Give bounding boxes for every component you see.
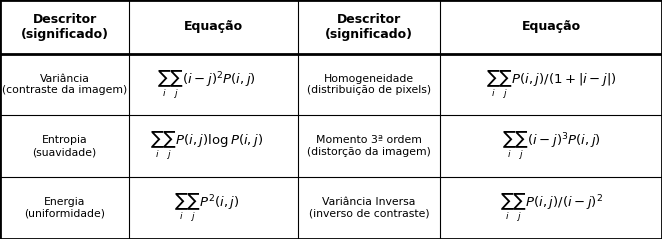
Text: Variância Inversa
(inverso de contraste): Variância Inversa (inverso de contraste) (308, 197, 430, 219)
Text: $\underset{i}{\sum}\underset{j}{\sum}(i-j)^2 P(i,j)$: $\underset{i}{\sum}\underset{j}{\sum}(i-… (158, 68, 256, 101)
Text: Momento 3ª ordem
(distorção da imagem): Momento 3ª ordem (distorção da imagem) (307, 136, 431, 157)
Text: Descritor
(significado): Descritor (significado) (21, 13, 109, 41)
Text: Homogeneidade
(distribuição de pixels): Homogeneidade (distribuição de pixels) (307, 74, 431, 95)
Text: Equação: Equação (522, 20, 581, 33)
Text: $\underset{i}{\sum}\underset{j}{\sum}(i-j)^3 P(i,j)$: $\underset{i}{\sum}\underset{j}{\sum}(i-… (502, 130, 600, 163)
Text: Entropia
(suavidade): Entropia (suavidade) (32, 136, 97, 157)
Text: Descritor
(significado): Descritor (significado) (325, 13, 413, 41)
Text: $\underset{i}{\sum}\underset{j}{\sum}P(i,j)/(i-j)^2$: $\underset{i}{\sum}\underset{j}{\sum}P(i… (500, 192, 602, 224)
Text: Equação: Equação (184, 20, 243, 33)
Text: $\underset{i}{\sum}\underset{j}{\sum}P(i,j)\log P(i,j)$: $\underset{i}{\sum}\underset{j}{\sum}P(i… (150, 130, 263, 163)
Text: Energia
(uniformidade): Energia (uniformidade) (24, 197, 105, 219)
Text: $\underset{i}{\sum}\underset{j}{\sum}P(i,j)/(1+|i-j|)$: $\underset{i}{\sum}\underset{j}{\sum}P(i… (486, 68, 616, 101)
Text: $\underset{i}{\sum}\underset{j}{\sum}P^2(i,j)$: $\underset{i}{\sum}\underset{j}{\sum}P^2… (174, 192, 240, 224)
Text: Variância
(contraste da imagem): Variância (contraste da imagem) (2, 74, 127, 95)
